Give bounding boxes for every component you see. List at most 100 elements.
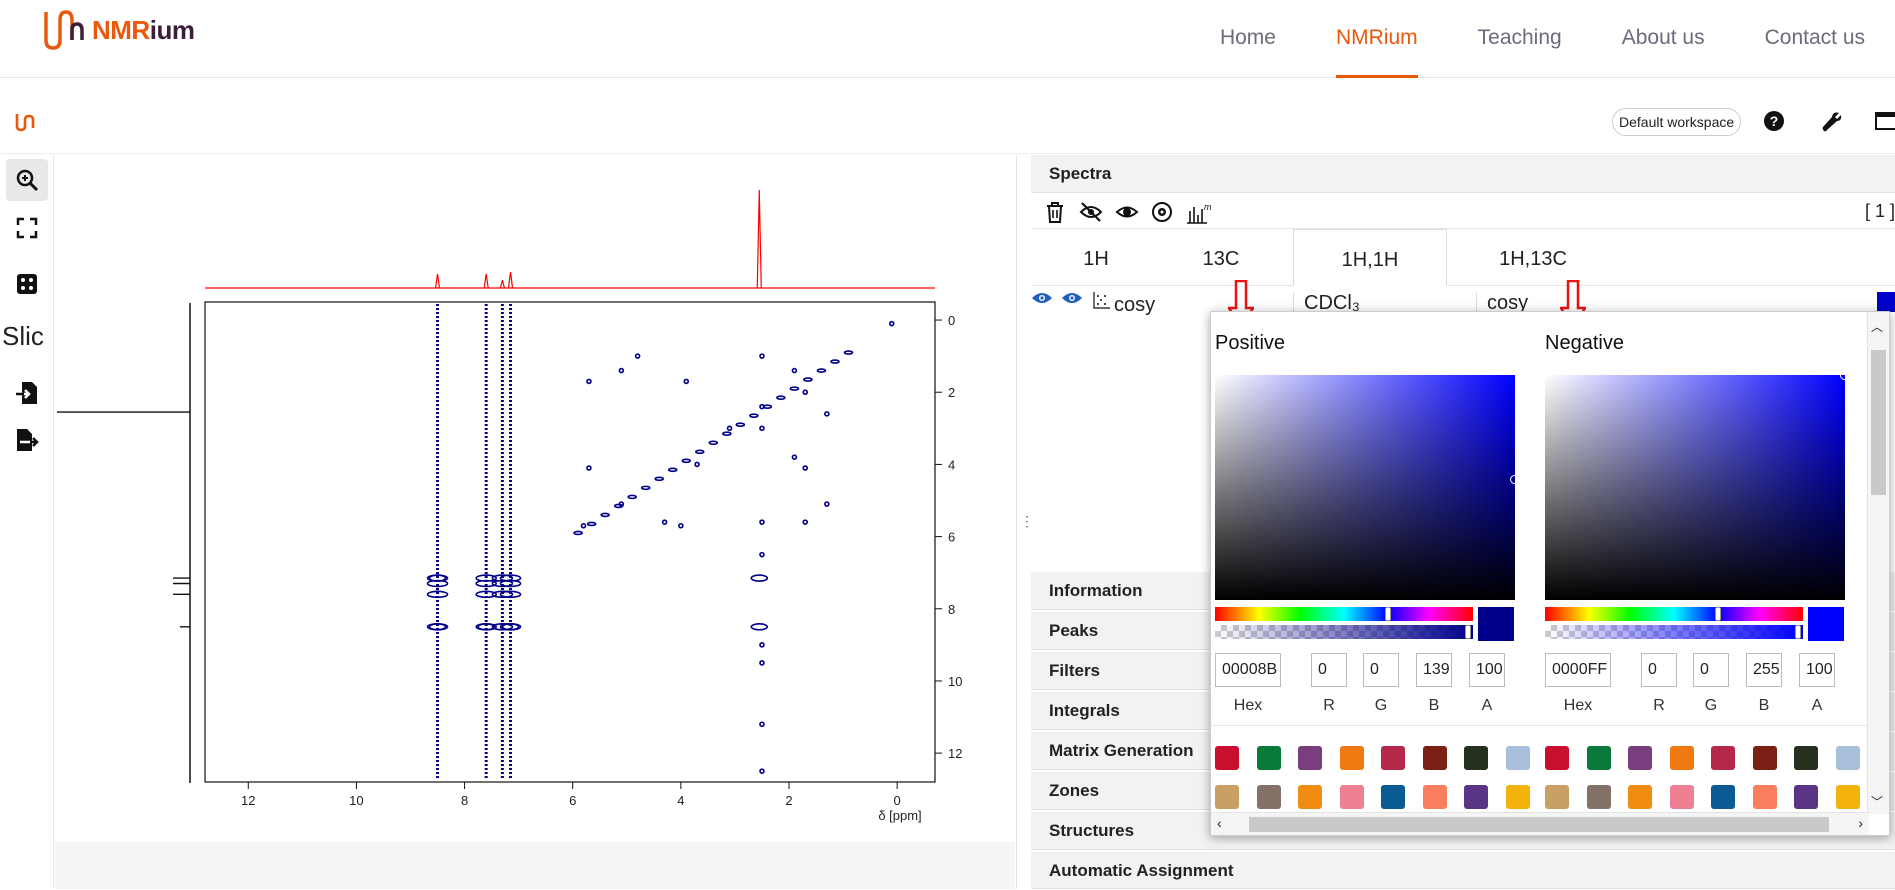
preset-color-swatch[interactable] bbox=[1256, 785, 1281, 809]
positive-hue-slider[interactable] bbox=[1215, 607, 1473, 621]
spectra-accordion-header[interactable]: Spectra bbox=[1031, 155, 1895, 193]
preset-color-swatch[interactable] bbox=[1339, 785, 1364, 809]
show-all-icon[interactable] bbox=[1115, 201, 1139, 223]
preset-color-swatch[interactable] bbox=[1545, 746, 1569, 770]
nav-contact-us[interactable]: Contact us bbox=[1764, 26, 1865, 49]
hide-all-icon[interactable] bbox=[1079, 201, 1103, 223]
positive-sv-cursor[interactable] bbox=[1510, 475, 1519, 484]
preset-color-swatch[interactable] bbox=[1464, 746, 1488, 770]
horizontal-scroll-thumb[interactable] bbox=[1249, 817, 1829, 832]
negative-g-input[interactable]: 0 bbox=[1693, 653, 1729, 687]
negative-a-input[interactable]: 100 bbox=[1799, 653, 1835, 687]
negative-alpha-slider[interactable] bbox=[1545, 625, 1803, 639]
vertical-scroll-thumb[interactable] bbox=[1871, 350, 1886, 495]
positive-g-input[interactable]: 0 bbox=[1363, 653, 1399, 687]
visibility-eye-icon[interactable] bbox=[1031, 290, 1053, 306]
preset-color-swatch[interactable] bbox=[1628, 785, 1652, 809]
preset-color-swatch[interactable] bbox=[1711, 785, 1735, 809]
wrench-icon[interactable] bbox=[1820, 110, 1844, 134]
scroll-up-icon[interactable]: ︿ bbox=[1871, 320, 1884, 334]
workspace-button[interactable]: Default workspace bbox=[1612, 108, 1742, 136]
positive-b-input[interactable]: 139 bbox=[1416, 653, 1452, 687]
tab-1h-1h[interactable]: 1H,1H bbox=[1293, 229, 1447, 286]
settings-icon[interactable] bbox=[1151, 201, 1173, 223]
preset-color-swatch[interactable] bbox=[1464, 785, 1488, 809]
preset-color-swatch[interactable] bbox=[1794, 785, 1818, 809]
trash-icon[interactable] bbox=[1045, 201, 1065, 223]
panel-splitter[interactable]: ⋮ bbox=[1016, 155, 1034, 889]
dice-tool-button[interactable] bbox=[6, 263, 48, 305]
preset-color-swatch[interactable] bbox=[1628, 746, 1652, 770]
scroll-right-icon[interactable]: › bbox=[1858, 815, 1863, 831]
negative-r-input[interactable]: 0 bbox=[1641, 653, 1677, 687]
preset-color-swatch[interactable] bbox=[1669, 785, 1694, 809]
preset-color-swatch[interactable] bbox=[1586, 746, 1611, 770]
nav-about-us[interactable]: About us bbox=[1621, 26, 1705, 49]
positive-hue-knob[interactable] bbox=[1385, 607, 1391, 621]
positive-alpha-slider[interactable] bbox=[1215, 625, 1473, 639]
positive-saturation-field[interactable] bbox=[1215, 375, 1519, 600]
nav-nmrium[interactable]: NMRium bbox=[1306, 0, 1448, 78]
nmrium-logo[interactable]: NMRium bbox=[44, 8, 195, 52]
preset-color-swatch[interactable] bbox=[1794, 746, 1818, 770]
preset-color-swatch[interactable] bbox=[1256, 746, 1281, 770]
preset-color-swatch[interactable] bbox=[1586, 785, 1611, 809]
spectrum-color-swatch[interactable] bbox=[1877, 292, 1895, 312]
preset-color-swatch[interactable] bbox=[1711, 746, 1735, 770]
preset-color-swatch[interactable] bbox=[1298, 785, 1322, 809]
negative-hue-slider[interactable] bbox=[1545, 607, 1803, 621]
negative-hue-knob[interactable] bbox=[1715, 607, 1721, 621]
positive-r-input[interactable]: 0 bbox=[1311, 653, 1347, 687]
preset-color-swatch[interactable] bbox=[1835, 785, 1860, 809]
cosy-2d-plot[interactable]: 0 2 4 6 8 10 12 12 10 8 6 4 2 0 δ [ppm] bbox=[55, 155, 1015, 842]
negative-hex-input[interactable]: 0000FF bbox=[1545, 653, 1611, 687]
preset-color-swatch[interactable] bbox=[1669, 746, 1694, 770]
nav-teaching[interactable]: Teaching bbox=[1477, 26, 1562, 49]
slice-tool-button[interactable]: Slic bbox=[2, 315, 54, 357]
tab-1h[interactable]: 1H bbox=[1083, 248, 1109, 270]
app-logo-icon[interactable] bbox=[14, 110, 38, 134]
preset-color-swatch[interactable] bbox=[1339, 746, 1364, 770]
preset-color-swatch[interactable] bbox=[1422, 746, 1447, 770]
preset-color-swatch[interactable] bbox=[1298, 746, 1322, 770]
full-view-button[interactable] bbox=[6, 207, 48, 249]
positive-a-label: A bbox=[1481, 697, 1493, 714]
preset-color-swatch[interactable] bbox=[1215, 746, 1239, 770]
preset-color-swatch[interactable] bbox=[1752, 785, 1777, 809]
negative-saturation-field[interactable] bbox=[1545, 371, 1849, 600]
preset-color-swatch[interactable] bbox=[1545, 785, 1569, 809]
scroll-left-icon[interactable]: ‹ bbox=[1217, 815, 1222, 831]
zoom-tool-button[interactable] bbox=[6, 159, 48, 201]
negative-sv-cursor[interactable] bbox=[1840, 371, 1849, 380]
preset-color-swatch[interactable] bbox=[1752, 746, 1777, 770]
spectrum-row[interactable]: cosy CDCl₃ cosy bbox=[1031, 286, 1895, 322]
preset-color-swatch[interactable] bbox=[1505, 746, 1530, 770]
nav-home[interactable]: Home bbox=[1219, 26, 1276, 49]
positive-a-input[interactable]: 100 bbox=[1469, 653, 1505, 687]
preset-color-swatch[interactable] bbox=[1215, 785, 1239, 809]
popup-horizontal-scrollbar[interactable]: ‹ › bbox=[1211, 812, 1869, 835]
positive-alpha-knob[interactable] bbox=[1465, 625, 1471, 639]
tab-13c[interactable]: 13C bbox=[1202, 248, 1240, 270]
accordion-automatic-assignment[interactable]: Automatic Assignment bbox=[1031, 852, 1895, 889]
preset-color-swatch[interactable] bbox=[1835, 746, 1860, 770]
scroll-down-icon[interactable]: ﹀ bbox=[1871, 795, 1884, 809]
tab-1h-13c[interactable]: 1H,13C bbox=[1499, 248, 1567, 270]
window-icon[interactable] bbox=[1875, 110, 1895, 132]
export-button[interactable] bbox=[6, 419, 48, 461]
x-tick-label: 12 bbox=[241, 793, 255, 808]
negative-b-input[interactable]: 255 bbox=[1746, 653, 1782, 687]
visibility-eye-negative-icon[interactable] bbox=[1061, 290, 1083, 306]
spectrum-plot-area[interactable]: 0 2 4 6 8 10 12 12 10 8 6 4 2 0 δ [ppm] bbox=[55, 155, 1015, 889]
positive-hex-input[interactable]: 00008B bbox=[1215, 653, 1281, 687]
preset-color-swatch[interactable] bbox=[1381, 746, 1405, 770]
preset-color-swatch[interactable] bbox=[1422, 785, 1447, 809]
help-icon[interactable]: ? bbox=[1763, 110, 1785, 132]
preset-color-swatch[interactable] bbox=[1381, 785, 1405, 809]
popup-vertical-scrollbar[interactable]: ︿ ﹀ bbox=[1867, 312, 1889, 814]
add-spectrum-icon[interactable]: m bbox=[1185, 201, 1211, 225]
negative-alpha-knob[interactable] bbox=[1795, 625, 1801, 639]
preset-color-swatch[interactable] bbox=[1505, 785, 1530, 809]
import-button[interactable] bbox=[6, 372, 48, 414]
splitter-handle-icon[interactable]: ⋮ bbox=[1020, 513, 1034, 529]
